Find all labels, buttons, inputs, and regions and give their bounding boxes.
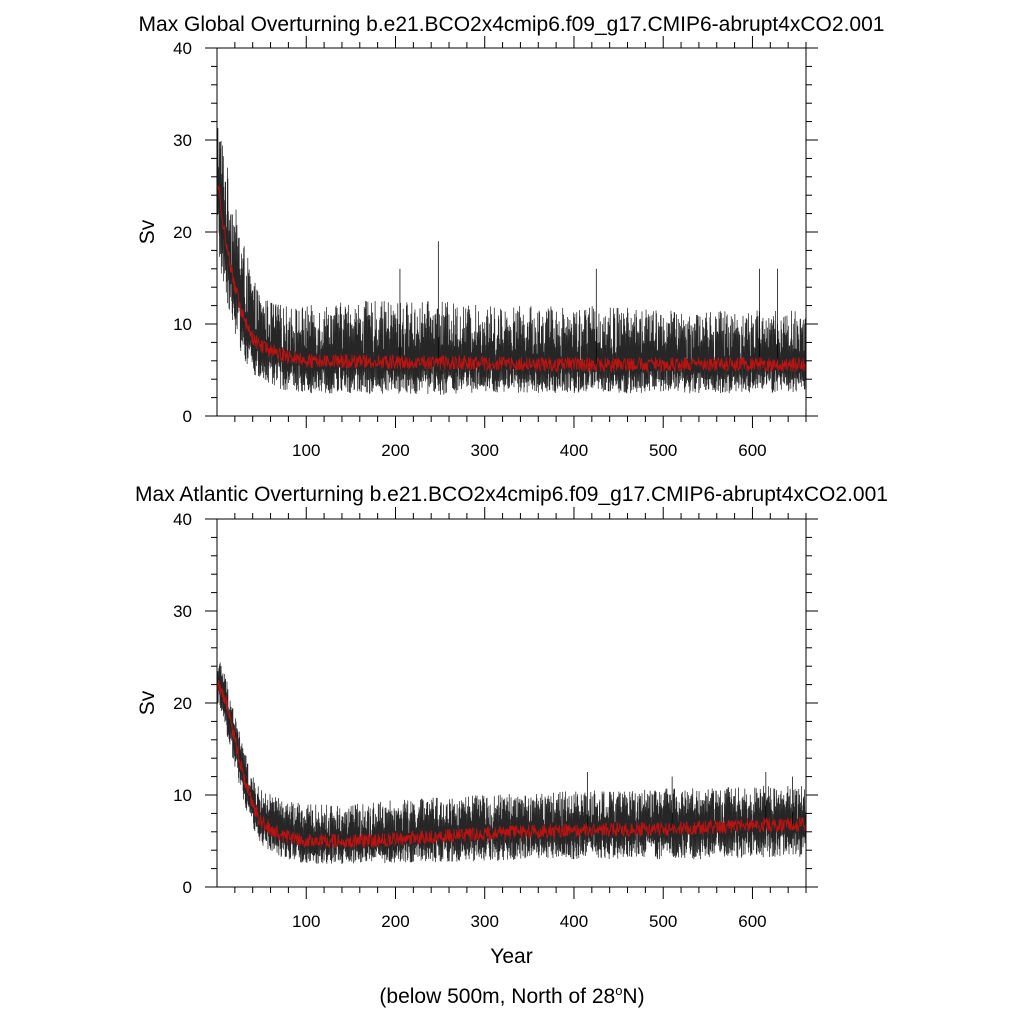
spread-series bbox=[216, 662, 807, 864]
y-tick-label: 30 bbox=[173, 602, 192, 621]
spread-line bbox=[216, 127, 807, 395]
x-tick-label: 500 bbox=[649, 912, 677, 931]
x-tick-label: 300 bbox=[471, 912, 499, 931]
x-tick-label: 200 bbox=[381, 441, 409, 460]
y-tick-label: 20 bbox=[173, 694, 192, 713]
panel-global-overturning: Max Global Overturning b.e21.BCO2x4cmip6… bbox=[136, 13, 884, 460]
chart-title: Max Atlantic Overturning b.e21.BCO2x4cmi… bbox=[135, 483, 888, 506]
mean-line bbox=[216, 680, 807, 849]
x-tick-label: 400 bbox=[560, 441, 588, 460]
footer-suffix: N) bbox=[622, 985, 645, 1008]
footer-prefix: (below 500m, North of 28 bbox=[379, 985, 616, 1008]
x-tick-label: 100 bbox=[292, 441, 320, 460]
x-tick-label: 500 bbox=[649, 441, 677, 460]
spread-line bbox=[216, 662, 807, 864]
y-tick-label: 30 bbox=[173, 131, 192, 150]
y-tick-label: 40 bbox=[173, 510, 192, 529]
y-tick-label: 40 bbox=[173, 39, 192, 58]
x-tick-label: 600 bbox=[738, 912, 766, 931]
chart-title: Max Global Overturning b.e21.BCO2x4cmip6… bbox=[139, 13, 885, 36]
y-tick-label: 10 bbox=[173, 315, 192, 334]
mean-line bbox=[216, 181, 807, 374]
y-tick-label: 0 bbox=[183, 878, 192, 897]
x-tick-label: 600 bbox=[738, 441, 766, 460]
footer-caption: (below 500m, North of 28oN) bbox=[0, 983, 1024, 1009]
spread-series bbox=[216, 127, 807, 395]
x-tick-label: 100 bbox=[292, 912, 320, 931]
y-tick-label: 20 bbox=[173, 223, 192, 242]
y-axis-label: Sv bbox=[136, 690, 159, 715]
x-tick-label: 200 bbox=[381, 912, 409, 931]
y-axis-label: Sv bbox=[136, 219, 159, 244]
footer-degree: o bbox=[615, 983, 623, 998]
panel-atlantic-overturning: Max Atlantic Overturning b.e21.BCO2x4cmi… bbox=[135, 483, 888, 968]
y-tick-label: 0 bbox=[183, 407, 192, 426]
y-tick-label: 10 bbox=[173, 786, 192, 805]
x-tick-label: 400 bbox=[560, 912, 588, 931]
x-tick-label: 300 bbox=[471, 441, 499, 460]
x-axis-label: Year bbox=[490, 945, 532, 968]
